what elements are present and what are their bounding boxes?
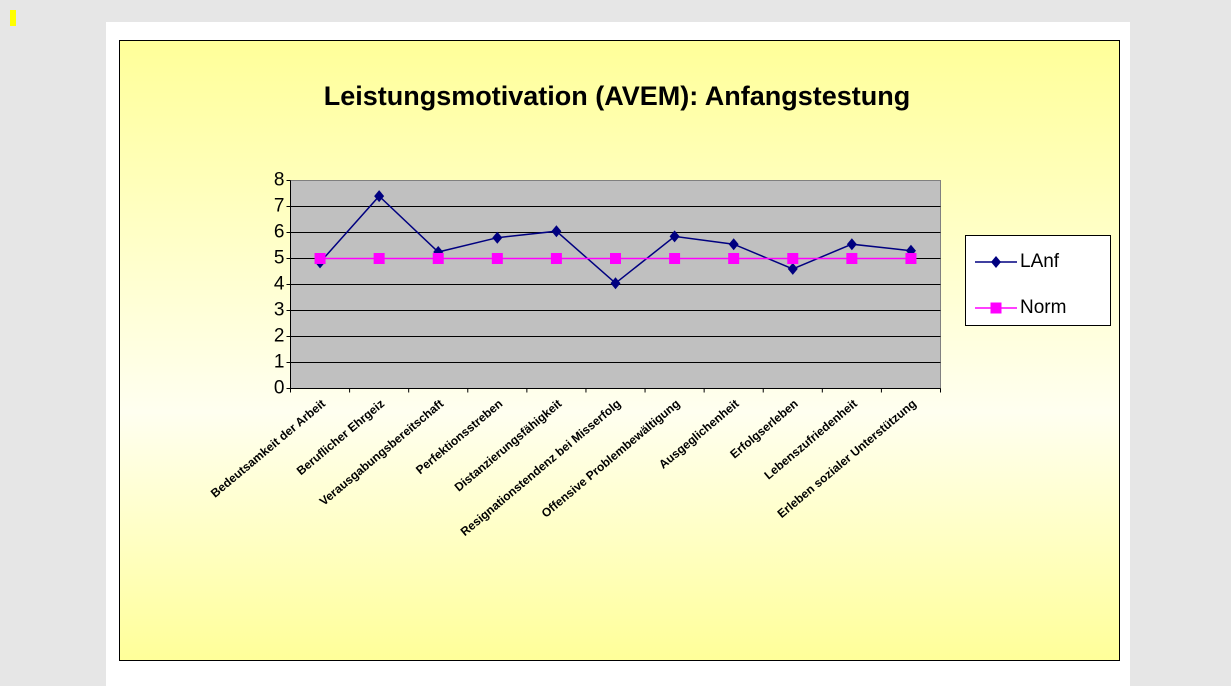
point	[551, 225, 562, 238]
point	[787, 262, 798, 275]
point	[905, 244, 916, 257]
legend-label: LAnf	[1020, 251, 1060, 272]
point	[491, 253, 503, 264]
chart-title: Leistungsmotivation (AVEM): Anfangstestu…	[324, 81, 911, 111]
point	[314, 253, 326, 264]
legend	[965, 235, 1111, 326]
y-tick-label: 5	[274, 248, 285, 269]
y-tick-label: 7	[274, 196, 285, 217]
point	[728, 253, 740, 264]
point	[905, 253, 917, 264]
point	[610, 253, 621, 264]
point	[728, 238, 739, 251]
marker-square	[10, 10, 16, 26]
y-tick-label: 0	[274, 378, 285, 399]
point	[846, 253, 858, 264]
y-tick-label: 4	[274, 274, 285, 295]
y-tick-label: 2	[274, 326, 285, 347]
point	[373, 253, 385, 264]
y-tick-label: 6	[274, 222, 285, 243]
point	[669, 230, 680, 243]
point	[610, 277, 621, 290]
point	[846, 238, 857, 251]
point	[374, 190, 385, 203]
legend-marker	[990, 302, 1002, 314]
point	[550, 253, 562, 264]
point	[492, 231, 503, 244]
y-tick-label: 8	[274, 170, 285, 191]
point	[669, 253, 681, 264]
y-tick-label: 1	[274, 352, 285, 373]
legend-label: Norm	[1020, 297, 1066, 318]
y-tick-label: 3	[274, 300, 285, 321]
legend-marker	[991, 256, 1001, 268]
point	[432, 253, 444, 264]
point	[787, 253, 799, 264]
